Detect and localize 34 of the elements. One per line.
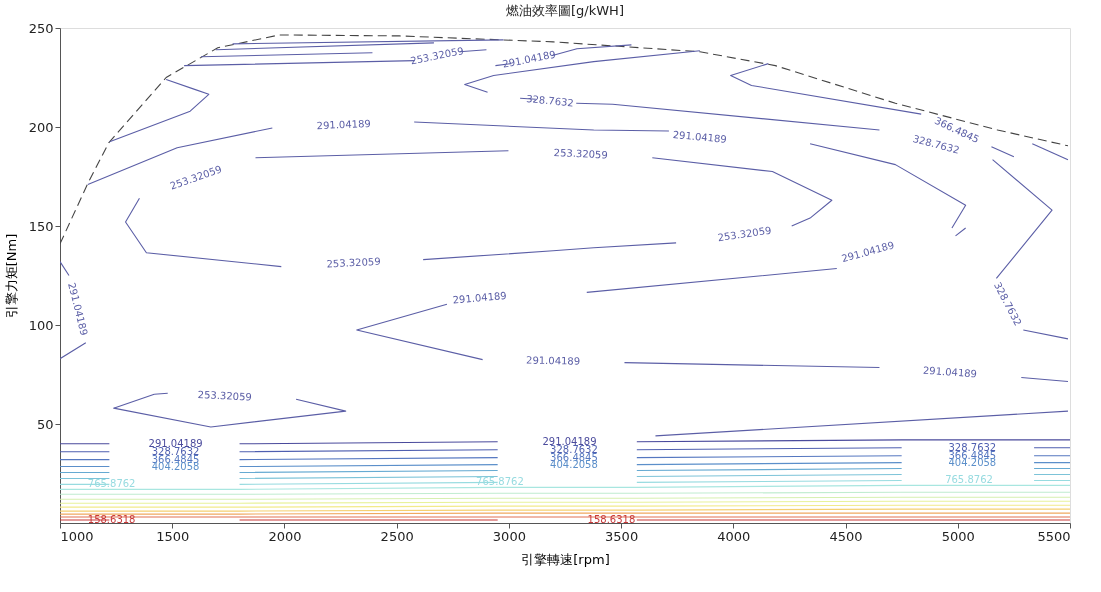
text: 291.04189 <box>316 117 371 132</box>
x-tick-label: 4500 <box>829 528 863 544</box>
series-label: 158.6318 <box>87 514 136 526</box>
text: 291.04189 <box>672 128 728 145</box>
y-tick-label: 200 <box>28 119 54 135</box>
series-label: 291.04189 <box>452 290 508 306</box>
y-tick-label: 50 <box>36 416 54 432</box>
series-label: 765.8762 <box>87 478 136 490</box>
text: 328.7632 <box>525 92 575 109</box>
chart-title: 燃油效率圖[g/kWH] <box>506 3 624 18</box>
x-tick-label: 1500 <box>156 528 190 544</box>
x-tick-label: 2500 <box>380 528 414 544</box>
text: 253.32059 <box>553 146 609 161</box>
x-tick-label: 5000 <box>941 528 975 544</box>
y-tick-label: 250 <box>28 20 54 36</box>
text: 291.04189 <box>525 354 581 367</box>
text: 765.8762 <box>476 476 524 488</box>
y-axis-title: 引擎力矩[Nm] <box>3 233 19 319</box>
text: 765.8762 <box>945 474 993 486</box>
y-tick-label: 150 <box>28 218 54 234</box>
text: 253.32059 <box>716 224 773 244</box>
text: 158.6318 <box>587 514 636 526</box>
text: 253.32059 <box>326 255 381 270</box>
x-tick-label: 2000 <box>268 528 302 544</box>
x-axis-title: 引擎轉速[rpm] <box>521 551 610 567</box>
series-label: 253.32059 <box>197 389 253 403</box>
x-tick-label: 4000 <box>717 528 751 544</box>
x-tick-label: 3000 <box>492 528 526 544</box>
text: 291.04189 <box>501 48 557 70</box>
x-tick-label: 5500 <box>1037 528 1071 544</box>
x-tick-label: 1000 <box>60 528 94 544</box>
y-tick-label: 100 <box>28 317 54 333</box>
x-tick-label: 3500 <box>605 528 639 544</box>
text: 291.04189 <box>922 364 978 380</box>
